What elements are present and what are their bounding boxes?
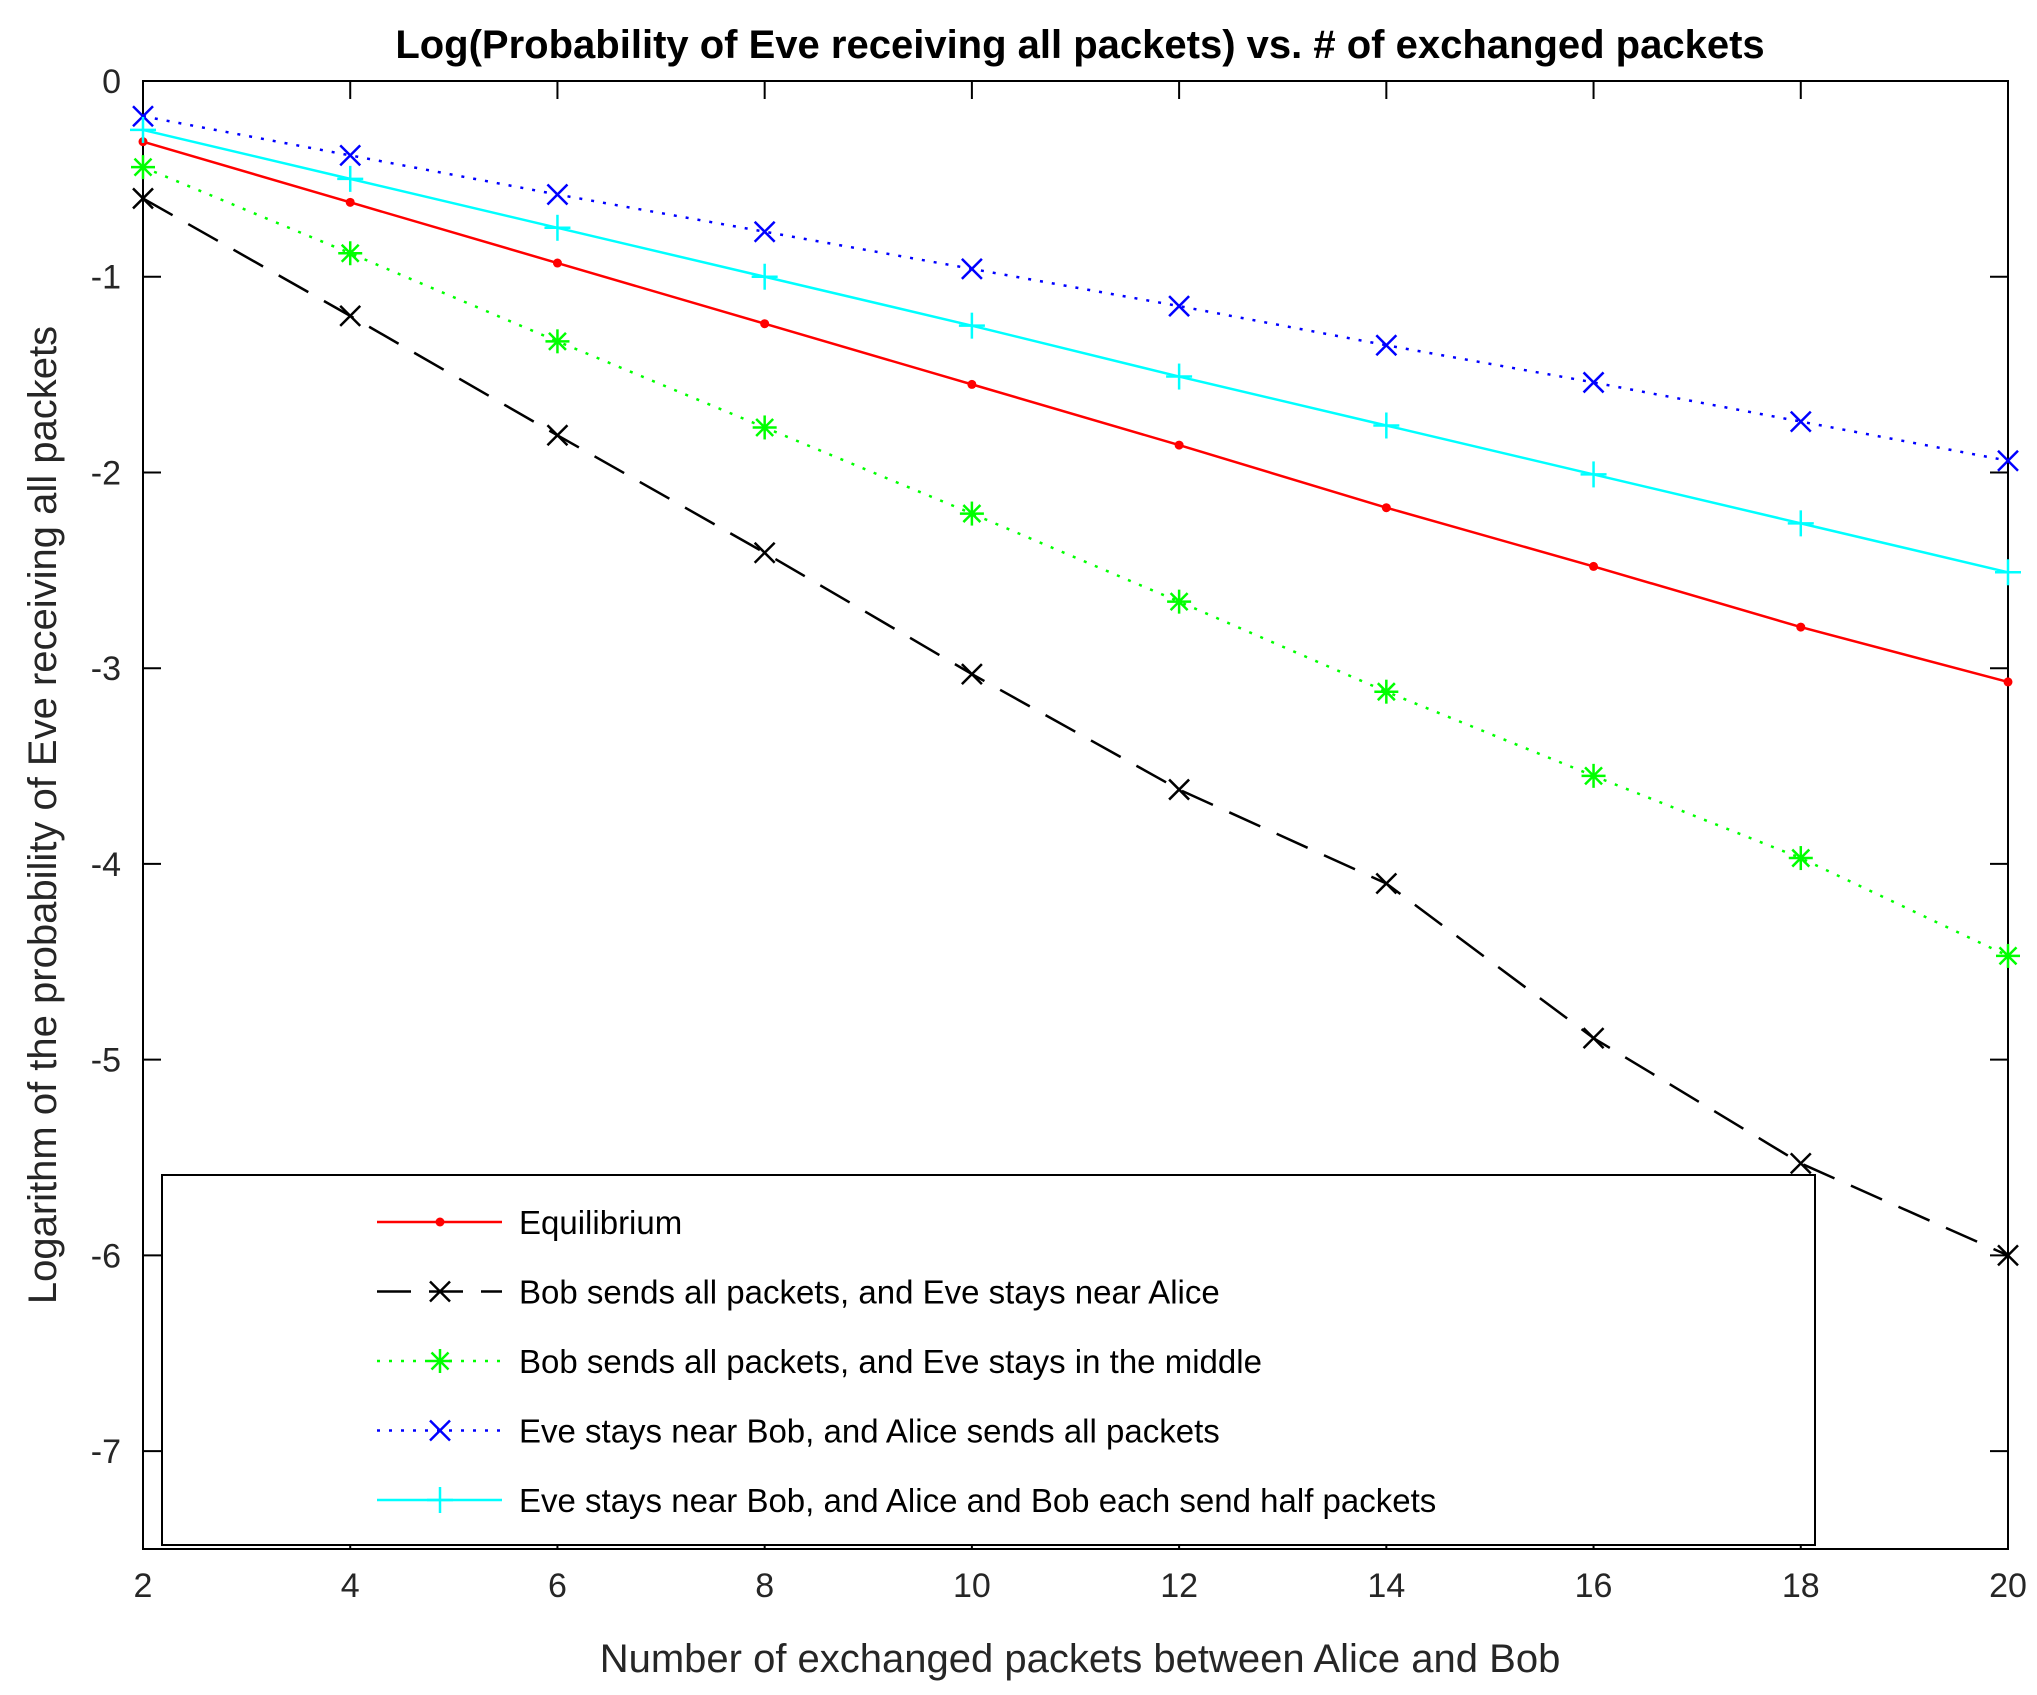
series-1-point	[1168, 778, 1190, 801]
series-4-point	[751, 263, 778, 290]
legend-marker-1	[429, 1280, 451, 1303]
series-1-point	[546, 424, 569, 447]
series-2-point	[959, 501, 984, 526]
series-1-point	[339, 304, 362, 327]
legend: Equilibrium Bob sends all packets, and Ev…	[161, 1174, 1816, 1546]
series-line-3	[142, 115, 2009, 462]
x-tick-label: 4	[341, 1567, 360, 1605]
series-1-point	[961, 663, 983, 685]
series-4-point	[1580, 461, 1607, 488]
x-tick-label: 14	[1367, 1567, 1405, 1605]
series-2-point	[1788, 846, 1813, 871]
series-3-point	[1582, 371, 1605, 394]
legend-label-4: Eve stays near Bob, and Alice and Bob ea…	[519, 1482, 1436, 1519]
series-4-point	[337, 165, 364, 192]
series-line-2	[142, 165, 2009, 958]
x-tick-label: 12	[1160, 1567, 1198, 1605]
series-0-point	[552, 258, 562, 268]
series-1-point	[132, 187, 154, 210]
series-1-point	[753, 541, 776, 564]
legend-label-0: Equilibrium	[519, 1204, 682, 1241]
legend-marker-4	[427, 1487, 453, 1513]
x-tick-label: 18	[1782, 1567, 1820, 1605]
series-3-point	[546, 183, 569, 206]
series-0-point	[1174, 440, 1184, 450]
y-axis-label: Logarithm of the probability of Eve rece…	[21, 326, 65, 1304]
series-0-point	[1381, 503, 1391, 513]
legend-marker-3	[429, 1419, 451, 1442]
y-tick-label: -2	[91, 454, 121, 492]
series-2-point	[1167, 589, 1192, 614]
y-tick-label: -5	[91, 1042, 121, 1080]
series-3-point	[1375, 334, 1398, 357]
series-1-point	[1997, 1244, 2019, 1267]
series-line-4	[142, 128, 2009, 574]
y-tick-label: 0	[102, 63, 121, 101]
y-tick-label: -7	[91, 1433, 121, 1471]
y-tick-label: -4	[91, 846, 121, 884]
series-1-point	[1582, 1027, 1605, 1050]
chart-title: Log(Probability of Eve receiving all pac…	[395, 23, 1764, 67]
series-line-1	[142, 197, 2009, 1257]
x-tick-label: 20	[1989, 1567, 2027, 1605]
series-3-point	[961, 258, 983, 280]
series-line-0	[142, 140, 2009, 684]
series-3-point	[339, 144, 362, 167]
series-3-point	[132, 105, 154, 128]
x-tick-label: 6	[548, 1567, 567, 1605]
series-0-point	[967, 379, 977, 389]
series-2-point	[338, 241, 363, 266]
series-1-point	[1375, 872, 1398, 895]
series-4-point	[544, 214, 571, 241]
legend-label-1: Bob sends all packets, and Eve stays nea…	[519, 1274, 1220, 1311]
series-4-point	[1787, 510, 1814, 537]
x-tick-label: 10	[953, 1567, 991, 1605]
series-0-point	[1589, 561, 1599, 571]
series-0-point	[345, 197, 355, 207]
legend-label-2: Bob sends all packets, and Eve stays in …	[519, 1343, 1262, 1380]
series-2-point	[1996, 943, 2020, 968]
series-4-point	[1995, 559, 2021, 586]
series-0-point	[760, 319, 770, 329]
series-2-point	[752, 415, 777, 440]
series-3-point	[1789, 410, 1812, 433]
series-4-point	[958, 312, 985, 339]
x-tick-label: 8	[755, 1567, 774, 1605]
series-0-point	[2003, 677, 2013, 687]
series-2-point	[131, 155, 155, 180]
series-2-point	[1581, 763, 1606, 788]
x-tick-label: 16	[1575, 1567, 1613, 1605]
y-tick-label: -1	[91, 259, 121, 297]
series-4-point	[130, 116, 156, 143]
series-3-point	[753, 220, 776, 243]
series-4-point	[1373, 412, 1400, 439]
x-axis-label: Number of exchanged packets between Alic…	[600, 1637, 1561, 1681]
series-4-point	[1166, 363, 1193, 390]
series-2-point	[545, 329, 570, 354]
series-2-point	[1374, 679, 1399, 704]
series-1-point	[1789, 1152, 1812, 1175]
legend-marker-0	[435, 1217, 445, 1227]
legend-label-3: Eve stays near Bob, and Alice sends all …	[519, 1413, 1220, 1450]
series-3-point	[1168, 295, 1190, 317]
y-tick-label: -3	[91, 650, 121, 688]
x-tick-label: 2	[134, 1567, 153, 1605]
legend-marker-2	[428, 1349, 452, 1373]
series-3-point	[1997, 449, 2019, 472]
y-tick-label: -6	[91, 1237, 121, 1275]
series-0-point	[1796, 622, 1806, 632]
